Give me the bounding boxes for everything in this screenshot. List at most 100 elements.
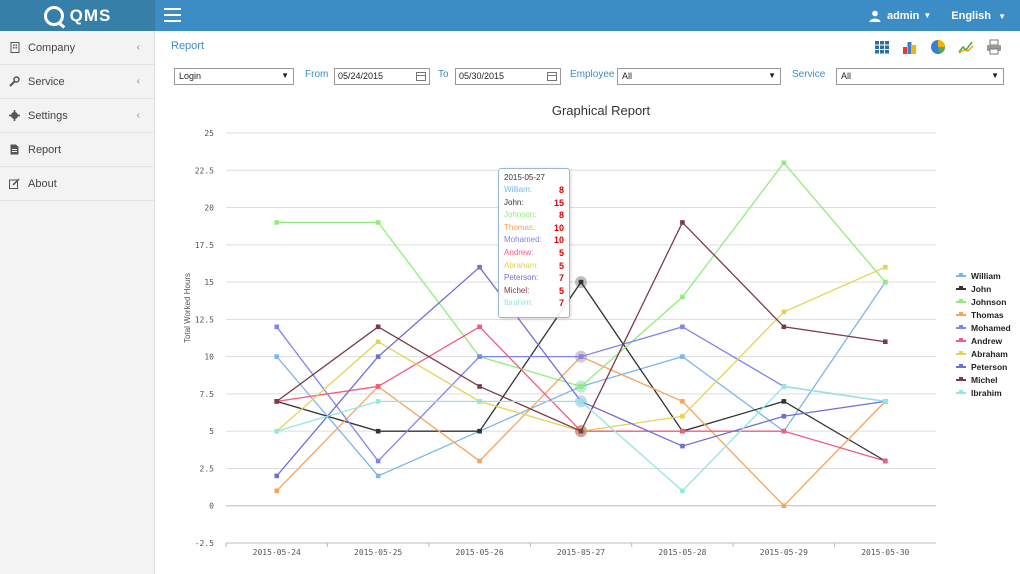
- calendar-icon[interactable]: [416, 72, 426, 81]
- tooltip-date: 2015-05-27: [504, 173, 545, 182]
- x-tick-label: 2015-05-25: [354, 548, 402, 557]
- breadcrumb: Report: [171, 40, 205, 52]
- data-point-mohamed: [375, 458, 381, 464]
- hamburger-icon-bar: [164, 8, 181, 10]
- legend-item-mohamed[interactable]: Mohamed: [956, 321, 1011, 334]
- legend-label: Mohamed: [971, 322, 1011, 333]
- print-icon[interactable]: [986, 39, 1002, 55]
- y-axis-label: Total Worked Hours: [183, 273, 192, 343]
- chevron-left-icon: ‹: [136, 42, 140, 53]
- data-point-johnson: [375, 220, 381, 225]
- data-point-ibrahim: [781, 384, 787, 389]
- legend-item-john[interactable]: John: [956, 282, 1011, 295]
- legend-item-michel[interactable]: Michel: [956, 373, 1011, 386]
- calendar-icon[interactable]: [547, 72, 557, 81]
- y-tick-label: -2.5: [195, 539, 214, 548]
- data-point-andrew: [680, 428, 685, 434]
- tooltip-series-name: Abraham:: [504, 260, 539, 270]
- legend-item-abraham[interactable]: Abraham: [956, 347, 1011, 360]
- legend-marker: [956, 337, 966, 342]
- edit-icon: [9, 178, 20, 189]
- menu-toggle-button[interactable]: [164, 8, 181, 22]
- chevron-left-icon: ‹: [136, 110, 140, 121]
- pie-chart-icon[interactable]: [930, 39, 946, 55]
- data-point-mohamed: [274, 324, 280, 330]
- legend-item-william[interactable]: William: [956, 269, 1011, 282]
- data-point-john: [375, 428, 381, 434]
- data-point-peterson: [274, 473, 280, 479]
- legend-item-peterson[interactable]: Peterson: [956, 360, 1011, 373]
- from-label: From: [305, 69, 329, 80]
- data-point-johnson: [781, 160, 787, 166]
- legend-label: Peterson: [971, 361, 1008, 372]
- language-menu[interactable]: English ▼: [951, 10, 1006, 22]
- data-point-abraham: [781, 309, 787, 315]
- main-content: Report Login ▼ From 05/24/2015 To: [156, 31, 1020, 574]
- tooltip-row: Thomas: 10: [504, 223, 564, 236]
- data-point-michel: [274, 399, 280, 404]
- bar-chart-icon[interactable]: [902, 39, 918, 55]
- caret-down-icon: ▼: [998, 11, 1006, 21]
- from-date-input[interactable]: 05/24/2015: [334, 68, 430, 85]
- sidebar-item-company[interactable]: Company ‹: [0, 31, 154, 65]
- x-tick-label: 2015-05-24: [253, 548, 301, 557]
- logo[interactable]: QMS: [0, 0, 155, 31]
- data-point-michel: [375, 324, 381, 330]
- legend-item-johnson[interactable]: Johnson: [956, 295, 1011, 308]
- user-icon: [869, 10, 881, 22]
- legend-item-andrew[interactable]: Andrew: [956, 334, 1011, 347]
- data-point-mohamed: [680, 324, 685, 330]
- service-select[interactable]: All ▼: [836, 68, 1004, 85]
- x-tick-label: 2015-05-28: [658, 548, 706, 557]
- legend-marker: [956, 324, 966, 329]
- chart-tooltip: 2015-05-27 William: 8 John: 15 Johnson: 8 Thom…: [498, 168, 570, 318]
- sidebar-item-label: About: [28, 177, 57, 190]
- legend-label: Thomas: [971, 309, 1004, 320]
- sidebar-item-settings[interactable]: Settings ‹: [0, 99, 154, 133]
- sidebar-item-about[interactable]: About: [0, 167, 154, 201]
- y-tick-label: 17.5: [195, 241, 214, 250]
- x-tick-label: 2015-05-29: [760, 548, 808, 557]
- data-point-john: [781, 399, 787, 404]
- dropdown-arrow-icon: ▼: [768, 71, 776, 80]
- legend-marker: [956, 376, 966, 381]
- sidebar-item-label: Settings: [28, 109, 68, 122]
- data-point-abraham: [680, 413, 685, 419]
- y-tick-label: 15: [204, 278, 214, 287]
- legend-item-thomas[interactable]: Thomas: [956, 308, 1011, 321]
- tooltip-series-value: 7: [558, 273, 564, 284]
- sidebar-item-service[interactable]: Service ‹: [0, 65, 154, 99]
- legend-label: Andrew: [971, 335, 1003, 346]
- building-icon: [9, 42, 20, 53]
- tooltip-series-value: 10: [553, 235, 564, 246]
- data-point-johnson: [578, 384, 584, 389]
- user-name: admin: [886, 9, 920, 22]
- user-menu[interactable]: admin ▼: [869, 10, 931, 22]
- legend-item-ibrahim[interactable]: Ibrahim: [956, 386, 1011, 399]
- tooltip-series-name: William:: [504, 185, 532, 194]
- data-point-michel: [882, 339, 888, 345]
- sidebar-item-label: Service: [28, 75, 65, 88]
- dropdown-arrow-icon: ▼: [991, 71, 999, 80]
- tooltip-series-name: Andrew:: [504, 247, 534, 257]
- data-point-johnson: [680, 294, 685, 300]
- to-date-input[interactable]: 05/30/2015: [455, 68, 561, 85]
- data-point-thomas: [680, 399, 685, 404]
- report-type-select[interactable]: Login ▼: [174, 68, 294, 85]
- sidebar-item-report[interactable]: Report: [0, 133, 154, 167]
- data-point-william: [375, 473, 381, 479]
- y-tick-label: 5: [209, 427, 214, 436]
- y-tick-label: 2.5: [200, 464, 215, 473]
- tooltip-series-name: Michel:: [504, 285, 530, 295]
- tooltip-series-value: 15: [553, 197, 564, 208]
- table-view-icon[interactable]: [874, 39, 890, 55]
- data-point-thomas: [274, 488, 280, 494]
- data-point-abraham: [375, 339, 381, 345]
- employee-select[interactable]: All ▼: [617, 68, 781, 85]
- tooltip-row: Peterson: 7: [504, 273, 564, 286]
- chart-title: Graphical Report: [552, 103, 651, 118]
- line-chart-icon[interactable]: [958, 39, 974, 55]
- x-tick-label: 2015-05-30: [861, 548, 909, 557]
- wrench-icon: [9, 76, 20, 87]
- tooltip-series-name: John:: [504, 197, 524, 207]
